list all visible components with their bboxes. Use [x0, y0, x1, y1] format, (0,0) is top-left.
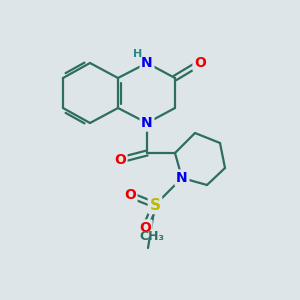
Text: O: O: [139, 221, 151, 235]
Text: CH₃: CH₃: [140, 230, 164, 244]
Text: S: S: [149, 197, 161, 212]
Text: N: N: [176, 171, 188, 185]
Text: O: O: [194, 56, 206, 70]
Text: O: O: [124, 188, 136, 202]
Text: O: O: [114, 153, 126, 167]
Text: H: H: [134, 49, 142, 59]
Text: N: N: [141, 56, 153, 70]
Text: N: N: [141, 116, 153, 130]
